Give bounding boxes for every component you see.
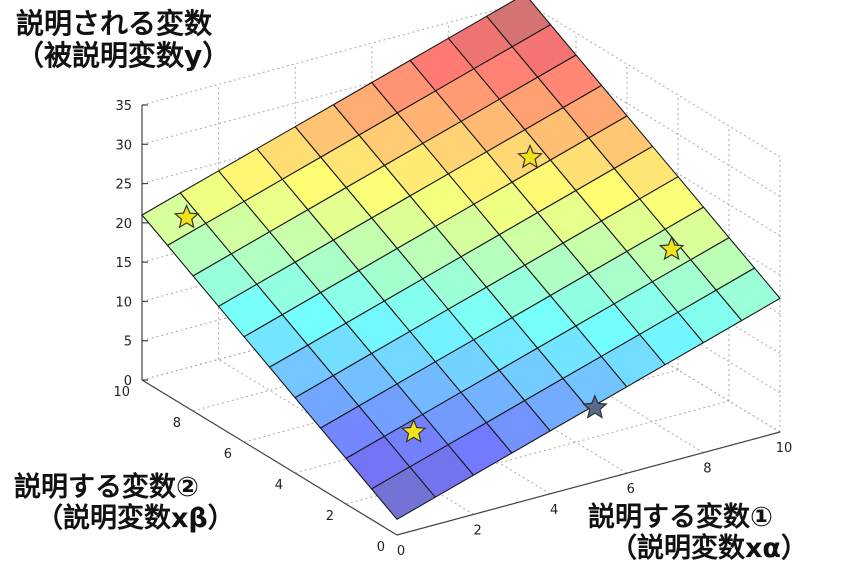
data-point [517,143,543,169]
z-tick-label: 0 [124,374,132,389]
x1-tick-label: 10 [776,441,793,456]
z-tick-label: 10 [115,295,132,310]
data-point [658,235,685,261]
x1-tick-label: 4 [550,503,558,518]
z-axis-label-line2: （被説明変数y） [16,39,231,73]
z-tick-label: 15 [115,256,132,271]
z-tick-label: 5 [124,335,132,350]
data-points [173,143,685,443]
x2-tick-label: 0 [377,540,385,555]
x2-tick-label: 2 [326,509,334,524]
x2-tick-label: 8 [173,416,181,431]
x2-axis-label-line2: （説明変数xβ） [36,503,235,535]
z-axis-label: 説明される変数 （被説明変数y） [16,7,231,73]
data-point [173,203,200,229]
x2-axis-label: 説明する変数② （説明変数xβ） [14,472,235,534]
regression-surface [141,0,781,520]
x1-axis-label-line2: （説明変数xα） [610,533,808,565]
x1-tick-label: 2 [473,523,481,538]
x2-axis-label-line1: 説明する変数② [14,472,199,503]
x1-axis-line [396,431,781,536]
x1-tick-label: 6 [627,482,635,497]
surface-cell [486,0,552,48]
data-point [400,418,427,443]
x2-tick-label: 10 [113,385,130,400]
z-tick-label: 25 [115,178,132,193]
z-tick-label: 30 [115,138,132,153]
x1-axis-label: 説明する変数① （説明変数xα） [588,502,808,564]
x2-tick-label: 4 [275,478,283,493]
z-axis-label-line1: 説明される変数 [16,7,213,40]
x1-tick-label: 0 [397,544,405,559]
x1-axis-label-line1: 説明する変数① [588,502,773,533]
data-point [582,394,608,419]
gridline-back-z [141,1,526,106]
x1-tick-label: 8 [703,462,711,477]
z-tick-label: 35 [115,99,132,114]
z-tick-label: 20 [115,217,132,232]
x2-tick-label: 6 [224,447,232,462]
x2-axis-line [141,379,398,536]
